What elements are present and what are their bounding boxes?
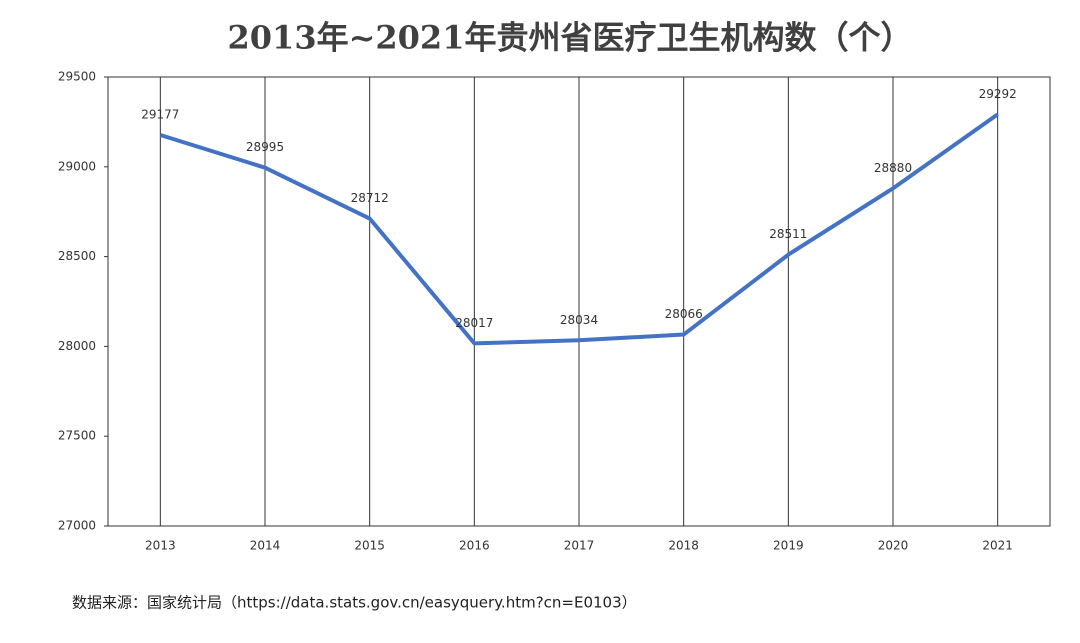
data-label: 28034 bbox=[560, 313, 598, 327]
x-tick-label: 2017 bbox=[564, 539, 595, 553]
x-tick-label: 2020 bbox=[878, 539, 909, 553]
y-tick-label: 27000 bbox=[58, 519, 96, 533]
x-tick-label: 2014 bbox=[250, 539, 281, 553]
data-label: 29292 bbox=[979, 87, 1017, 101]
y-tick-label: 28000 bbox=[58, 339, 96, 353]
x-tick-label: 2013 bbox=[145, 539, 176, 553]
data-label: 28066 bbox=[665, 307, 703, 321]
x-tick-label: 2015 bbox=[354, 539, 385, 553]
data-label: 28995 bbox=[246, 140, 284, 154]
data-label: 29177 bbox=[141, 108, 179, 122]
source-note: 数据来源：国家统计局（https://data.stats.gov.cn/eas… bbox=[72, 594, 637, 612]
data-label: 28511 bbox=[769, 227, 807, 241]
x-tick-label: 2018 bbox=[668, 539, 699, 553]
data-label: 28880 bbox=[874, 161, 912, 175]
data-line bbox=[159, 112, 999, 346]
x-tick-label: 2021 bbox=[982, 539, 1013, 553]
chart-title: 2013年~2021年贵州省医疗卫生机构数（个） bbox=[228, 19, 913, 57]
data-label: 28017 bbox=[455, 316, 493, 330]
y-tick-label: 29500 bbox=[58, 70, 96, 84]
x-tick-label: 2019 bbox=[773, 539, 804, 553]
data-label: 28712 bbox=[351, 191, 389, 205]
y-tick-label: 28500 bbox=[58, 249, 96, 263]
y-tick-label: 27500 bbox=[58, 429, 96, 443]
x-tick-label: 2016 bbox=[459, 539, 490, 553]
y-tick-label: 29000 bbox=[58, 159, 96, 173]
